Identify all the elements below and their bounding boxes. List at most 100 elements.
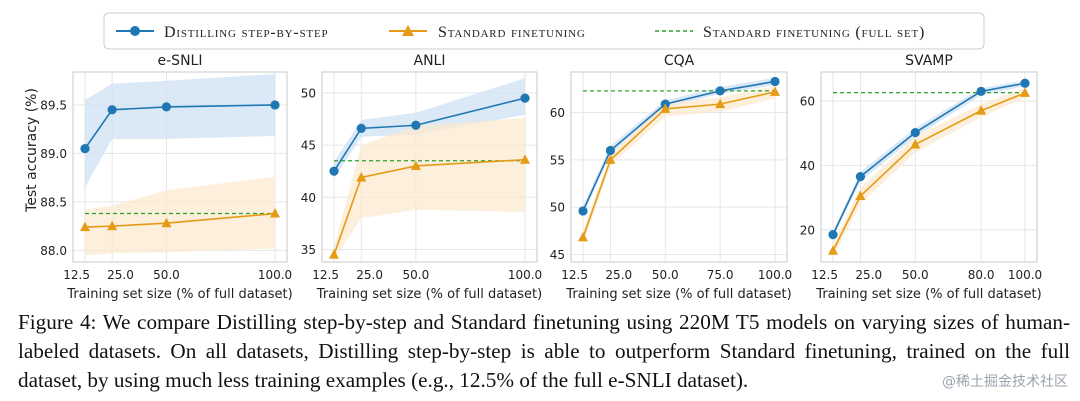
y-tick-label: 60: [550, 106, 565, 120]
standard-point: [1020, 87, 1030, 97]
y-tick-label: 89.5: [40, 98, 67, 112]
standard-point: [80, 221, 90, 232]
distill-point: [329, 166, 339, 176]
legend-circle-marker: [130, 26, 140, 36]
standard-point: [660, 103, 671, 113]
standard-point: [976, 105, 987, 115]
chart-title: CQA: [664, 53, 695, 69]
distill-point: [161, 102, 172, 112]
legend-frame: [103, 12, 985, 50]
distill-point: [1020, 78, 1030, 88]
distill-point: [578, 206, 588, 216]
distill-point: [855, 172, 866, 182]
watermark: @稀土掘金技术社区: [942, 374, 1068, 390]
y-tick-label: 40: [301, 191, 316, 205]
x-tick-label: 75.0: [707, 268, 734, 282]
x-tick-label: 25.0: [605, 268, 632, 282]
x-tick-label: 50.0: [402, 268, 429, 282]
distill-series-line: [333, 97, 526, 172]
standard-point: [828, 245, 838, 255]
distill-confidence-band: [85, 73, 275, 188]
chart-panel-cqa: 45 50 55 60 12.5 25.0 50.0 75.0 100.0 CQA Training…: [550, 53, 792, 302]
x-tick-label: 50.0: [153, 268, 180, 282]
standard-point: [715, 98, 726, 109]
distill-point: [107, 105, 117, 115]
plot-frame: [321, 71, 538, 263]
x-axis-label: Training set size (% of full dataset): [66, 287, 292, 302]
x-tick-label: 50.0: [902, 268, 929, 282]
chart-title: ANLI: [414, 53, 446, 69]
x-tick-label: 25.0: [107, 268, 134, 282]
y-tick-label: 50: [550, 201, 565, 215]
standard-point: [910, 138, 921, 149]
distill-point: [910, 127, 920, 138]
standard-point: [329, 249, 339, 259]
standard-confidence-band: [583, 86, 775, 245]
y-tick-label: 60: [800, 94, 815, 108]
x-tick-label: 100.0: [758, 268, 792, 282]
x-tick-label: 50.0: [652, 268, 679, 282]
chart-panel-anli: 35 40 45 50 12.5 25.0 50.0 100.0 ANLI Training se…: [301, 53, 542, 302]
chart-panel-e-snli: 88.0 88.5 89.0 89.5 12.5 25.0 50.0 100.0 e-SNLI T…: [40, 53, 292, 302]
legend-item-distill: Distilling step-by-step: [116, 24, 328, 41]
x-tick-label: 100.0: [258, 268, 292, 282]
distill-point: [828, 230, 838, 240]
x-axis-label: Training set size (% of full dataset): [815, 287, 1041, 302]
x-axis-label: Training set size (% of full dataset): [565, 287, 791, 302]
x-tick-label: 12.5: [561, 268, 588, 282]
legend-item-full-set: Standard finetuning (full set): [655, 24, 925, 41]
plot-frame: [72, 71, 288, 263]
distill-point: [356, 123, 366, 133]
x-tick-label: 100.0: [508, 268, 542, 282]
standard-point: [605, 154, 616, 164]
y-axis-label: Test accuracy (%): [24, 88, 40, 213]
legend-label-full-set: Standard finetuning (full set): [703, 24, 925, 41]
distill-point: [770, 76, 780, 87]
y-tick-label: 50: [301, 86, 316, 100]
legend-triangle-marker: [402, 25, 414, 36]
chart-title: SVAMP: [905, 53, 953, 69]
standard-series-line: [333, 158, 526, 255]
standard-point: [161, 217, 172, 228]
legend-label-distill: Distilling step-by-step: [164, 24, 328, 41]
x-tick-label: 12.5: [811, 268, 838, 282]
distill-point: [605, 145, 616, 156]
x-axis-label: Training set size (% of full dataset): [316, 287, 542, 302]
standard-confidence-band: [334, 117, 525, 260]
y-tick-label: 20: [800, 223, 815, 237]
distill-point: [270, 100, 280, 110]
legend-label-standard: Standard finetuning: [438, 24, 586, 41]
x-tick-label: 80.0: [968, 268, 995, 282]
y-tick-label: 35: [301, 243, 316, 257]
standard-point: [770, 86, 780, 96]
y-tick-label: 88.0: [40, 244, 67, 258]
legend: Distilling step-by-step Standard finetun…: [103, 12, 985, 50]
distill-point: [80, 143, 90, 154]
distill-point: [411, 120, 421, 130]
y-tick-label: 55: [550, 153, 565, 167]
plot-frame: [570, 71, 788, 263]
standard-series-line: [84, 212, 276, 228]
standard-confidence-band: [833, 88, 1025, 258]
y-tick-label: 40: [800, 159, 815, 173]
y-tick-label: 45: [550, 248, 565, 262]
y-tick-label: 89.0: [40, 147, 67, 161]
standard-point: [410, 160, 421, 170]
plot-frame: [820, 71, 1038, 263]
standard-confidence-band: [85, 176, 275, 256]
legend-item-standard: Standard finetuning: [389, 24, 586, 41]
x-tick-label: 12.5: [63, 268, 90, 282]
x-tick-label: 25.0: [356, 268, 383, 282]
standard-point: [520, 154, 530, 164]
figure-caption: Figure 4: We compare Distilling step-by-…: [18, 310, 1070, 392]
chart-panel-svamp: 20 40 60 12.5 25.0 50.0 80.0 100.0 SVAMP Training…: [800, 53, 1042, 302]
distill-point: [976, 86, 986, 96]
distill-point: [715, 86, 725, 96]
standard-point: [107, 220, 118, 231]
y-tick-label: 88.5: [40, 195, 67, 209]
x-tick-label: 25.0: [855, 268, 882, 282]
y-tick-label: 45: [301, 139, 316, 153]
standard-point: [356, 171, 367, 182]
standard-point: [578, 231, 588, 242]
x-tick-label: 100.0: [1008, 268, 1042, 282]
